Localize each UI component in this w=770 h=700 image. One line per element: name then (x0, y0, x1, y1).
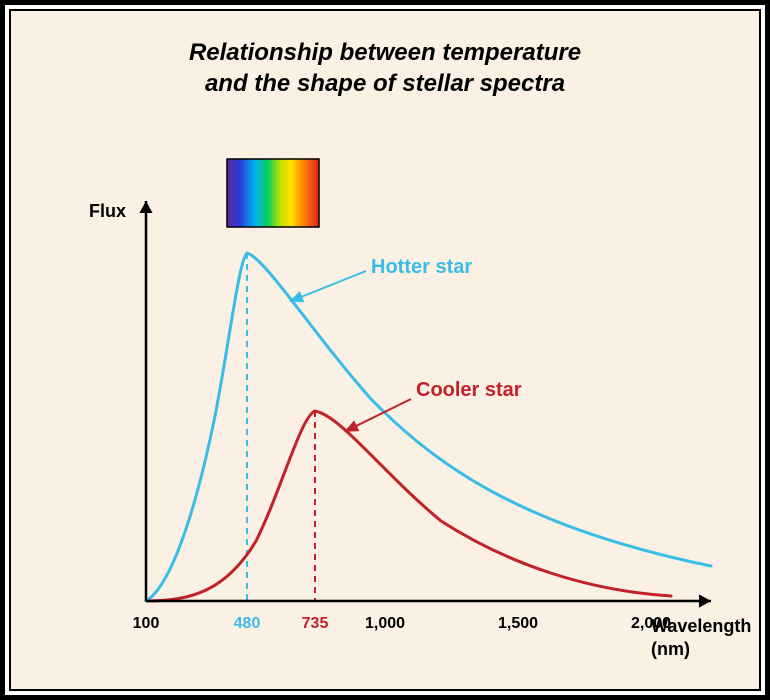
cooler-star-label: Cooler star (416, 379, 522, 402)
spectrum-icon (227, 159, 319, 227)
x-tick-label: 735 (302, 615, 329, 633)
outer-frame: Relationship between temperature and the… (0, 0, 770, 700)
cooler-star-curve (146, 411, 671, 601)
y-axis-label: Flux (89, 201, 126, 222)
chart-panel: Relationship between temperature and the… (9, 9, 761, 691)
x-tick-label: 480 (234, 615, 261, 633)
chart-svg (11, 11, 763, 693)
x-axis-label-unit: (nm) (651, 639, 690, 659)
y-axis-arrow-icon (139, 201, 152, 213)
x-axis-arrow-icon (699, 594, 711, 607)
x-tick-label: 1,000 (365, 615, 405, 633)
x-tick-label: 1,500 (498, 615, 538, 633)
hotter-star-label: Hotter star (371, 256, 472, 279)
x-axis-label: Wavelength (nm) (651, 615, 770, 662)
chart-area: Flux 1004807351,0001,5002,000 Wavelength… (11, 11, 759, 689)
hotter-star-curve (146, 253, 711, 601)
hotter-arrow (291, 271, 366, 301)
x-axis-label-text: Wavelength (651, 616, 751, 636)
x-tick-label: 100 (133, 615, 160, 633)
